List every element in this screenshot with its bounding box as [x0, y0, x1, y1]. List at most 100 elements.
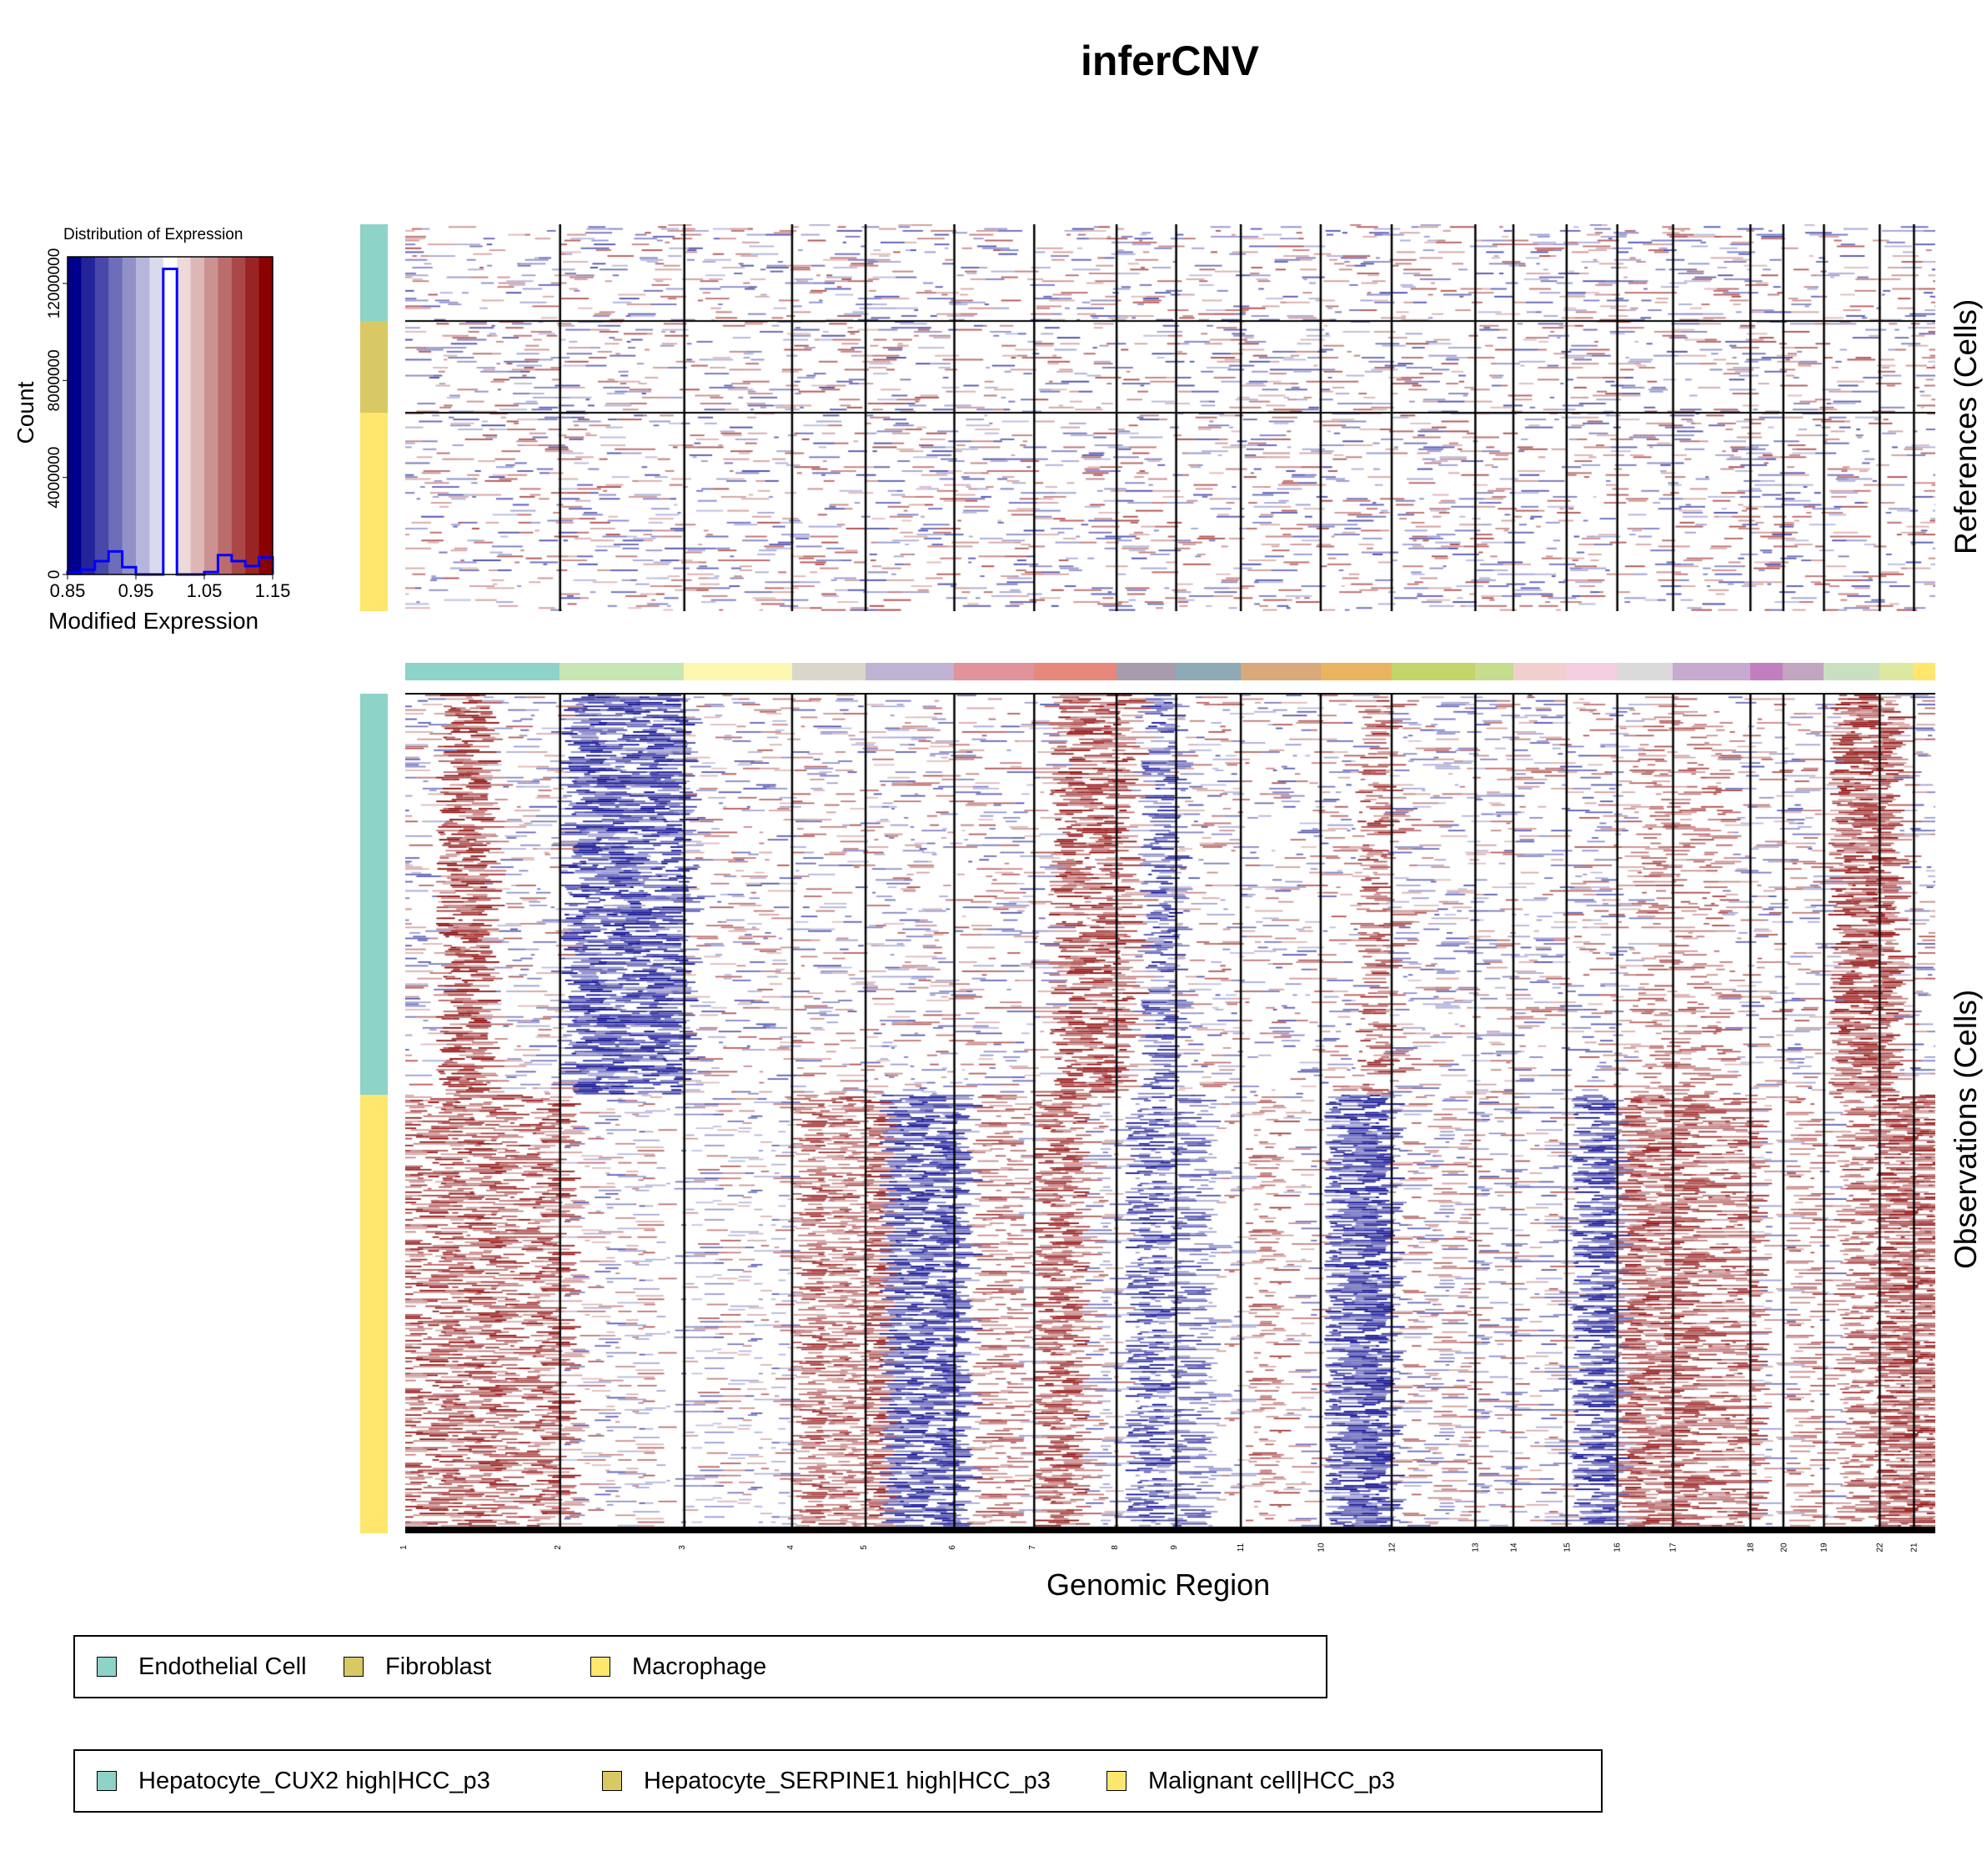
x-tick-label: 1.05: [187, 580, 223, 601]
colorbar-band: [68, 257, 82, 574]
chromosome-segment: [1673, 663, 1750, 680]
chromosome-segment: [1783, 663, 1824, 680]
legend-item: Hepatocyte_CUX2 high|HCC_p3: [97, 1768, 490, 1795]
chromosome-label: 5: [859, 1545, 869, 1550]
legend-label: Malignant cell|HCC_p3: [1148, 1767, 1396, 1794]
chromosome-label: 19: [1819, 1542, 1829, 1552]
chromosome-label: 20: [1779, 1542, 1789, 1552]
chromosome-label: 18: [1746, 1542, 1756, 1552]
chromosome-segment: [559, 663, 685, 680]
chromosome-segment: [1566, 663, 1618, 680]
histogram-ylabel: Count: [13, 381, 38, 444]
chromosome-label: 16: [1613, 1542, 1623, 1552]
group-segment: [360, 1095, 388, 1533]
colorbar-band: [245, 257, 260, 574]
chromosome-label: 10: [1317, 1542, 1327, 1552]
chromosome-segment: [865, 663, 955, 680]
colorbar-band: [94, 257, 109, 574]
chromosome-label: 14: [1509, 1542, 1519, 1552]
colorbar-band: [204, 257, 218, 574]
colorbar-band: [108, 257, 123, 574]
x-tick-label: 1.15: [255, 580, 291, 601]
chromosome-segment: [1749, 663, 1784, 680]
chromosome-segment: [1240, 663, 1321, 680]
references-group-bar: [360, 224, 388, 611]
colorbar-band: [122, 257, 137, 574]
legend-swatch: [344, 1657, 364, 1677]
chromosome-label: 3: [678, 1545, 688, 1550]
group-segment: [360, 321, 388, 414]
observations-heatmap: [405, 693, 1935, 1533]
x-tick-label: 0.95: [118, 580, 154, 601]
chromosome-label: 17: [1668, 1542, 1678, 1552]
colorbar-band: [190, 257, 205, 574]
chromosome-segment: [791, 663, 866, 680]
legend-swatch: [602, 1771, 622, 1791]
chromosome-segment: [1391, 663, 1476, 680]
legend-item: Hepatocyte_SERPINE1 high|HCC_p3: [602, 1768, 1051, 1795]
legend-item: Macrophage: [590, 1653, 766, 1681]
y-tick-label: 12000000: [46, 248, 63, 319]
legend-label: Hepatocyte_CUX2 high|HCC_p3: [138, 1767, 490, 1794]
legend-label: Macrophage: [632, 1653, 767, 1680]
chromosome-label: 2: [554, 1545, 564, 1550]
chromosome-label: 22: [1875, 1542, 1885, 1552]
histogram-xlabel: Modified Expression: [48, 608, 258, 634]
histogram-frame: [67, 256, 273, 575]
histogram-bars: [66, 268, 274, 576]
legend-swatch: [590, 1657, 610, 1677]
y-tick-label: 8000000: [46, 349, 63, 411]
legend-item: Endothelial Cell: [97, 1653, 307, 1681]
group-segment: [360, 224, 388, 321]
group-segment: [360, 694, 388, 1096]
colorbar-band: [163, 257, 178, 574]
chromosome-label: 21: [1909, 1542, 1919, 1552]
colorbar-band: [177, 257, 192, 574]
plot-title: inferCNV: [1081, 38, 1259, 84]
chromosome-segment: [1617, 663, 1673, 680]
legend-swatch: [1106, 1771, 1126, 1791]
chromosome-segment: [1513, 663, 1567, 680]
legend-item: Malignant cell|HCC_p3: [1106, 1768, 1395, 1795]
y-tick-label: 0: [46, 570, 63, 579]
chromosome-segment: [1034, 663, 1116, 680]
legend-label: Endothelial Cell: [138, 1653, 307, 1680]
references-legend: Endothelial Cell Fibroblast Macrophage: [73, 1635, 1327, 1698]
chromosome-color-bar: [405, 663, 1935, 680]
chromosome-label: 7: [1027, 1545, 1037, 1550]
chromosome-segment: [405, 663, 560, 680]
references-label: References (Cells): [1949, 298, 1983, 554]
observations-group-bar: [360, 694, 388, 1533]
chromosome-label: 13: [1471, 1542, 1481, 1552]
chromosome-label: 15: [1563, 1542, 1573, 1552]
chromosome-segment: [684, 663, 792, 680]
x-axis-label: Genomic Region: [1046, 1568, 1271, 1602]
legend-item: Fibroblast: [344, 1653, 491, 1681]
chromosome-segment: [1475, 663, 1513, 680]
expression-histogram: Distribution of Expression 0.85 0.95 1.05 1…: [13, 226, 290, 634]
chromosome-label: 9: [1170, 1545, 1180, 1550]
chromosome-segment: [1320, 663, 1392, 680]
colorbar-band: [149, 257, 164, 574]
histogram-colorbar: [68, 257, 273, 574]
legend-swatch: [97, 1771, 117, 1791]
colorbar-band: [231, 257, 246, 574]
chromosome-label: 4: [785, 1545, 795, 1550]
colorbar-band: [136, 257, 150, 574]
chromosome-segment: [1879, 663, 1914, 680]
chromosome-segment: [1913, 663, 1935, 680]
chromosome-segment: [1824, 663, 1879, 680]
colorbar-band: [81, 257, 96, 574]
histogram-ticks: 0.85 0.95 1.05 1.15 0 4000000 8000000 12000000: [46, 248, 290, 601]
chromosome-label: 11: [1237, 1542, 1247, 1552]
legend-label: Hepatocyte_SERPINE1 high|HCC_p3: [644, 1767, 1051, 1794]
chromosome-label: 8: [1110, 1545, 1120, 1550]
histogram-line: [66, 268, 274, 576]
references-heatmap: [405, 224, 1935, 611]
observations-legend: Hepatocyte_CUX2 high|HCC_p3 Hepatocyte_S…: [73, 1749, 1603, 1813]
chromosome-segment: [1176, 663, 1241, 680]
group-segment: [360, 413, 388, 611]
colorbar-band: [258, 257, 273, 574]
chromosome-label: 6: [948, 1545, 958, 1550]
observations-label: Observations (Cells): [1949, 989, 1983, 1269]
